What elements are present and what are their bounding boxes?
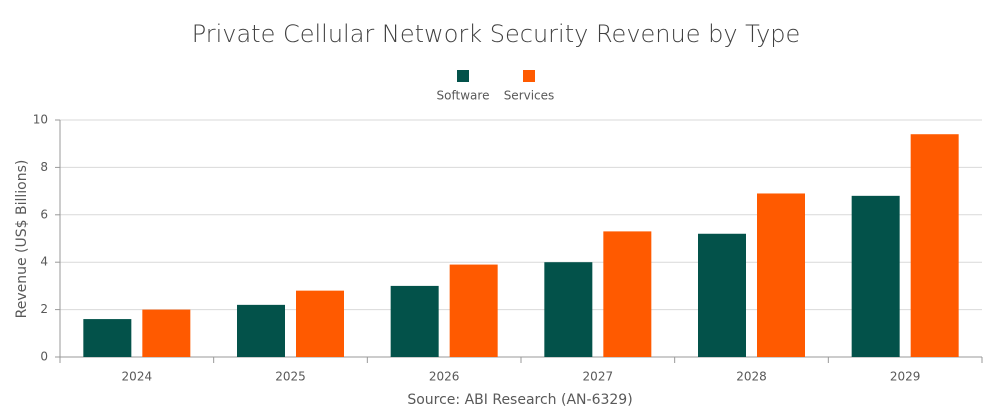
bar xyxy=(851,195,900,357)
y-tick-label: 10 xyxy=(33,113,48,127)
y-tick-label: 8 xyxy=(40,160,48,174)
legend-label: Software xyxy=(437,89,490,103)
x-tick-label: 2026 xyxy=(429,370,460,384)
bar xyxy=(296,290,344,357)
x-axis-title: Source: ABI Research (AN-6329) xyxy=(407,392,632,408)
y-axis-title: Revenue (US$ Billions) xyxy=(14,160,30,319)
chart-title: Private Cellular Network Security Revenu… xyxy=(192,20,801,48)
x-tick-label: 2027 xyxy=(583,370,614,384)
x-tick-label: 2025 xyxy=(275,370,306,384)
bar xyxy=(449,264,498,357)
y-tick-label: 6 xyxy=(40,207,48,221)
bar xyxy=(390,285,439,357)
y-tick-label: 0 xyxy=(40,350,48,364)
x-tick-label: 2024 xyxy=(122,370,153,384)
x-tick-label: 2028 xyxy=(736,370,767,384)
bar xyxy=(237,304,285,357)
bar xyxy=(544,262,593,357)
bar xyxy=(142,309,191,357)
bar xyxy=(757,193,805,357)
legend-swatch xyxy=(457,70,469,82)
y-tick-label: 4 xyxy=(40,255,48,269)
bar xyxy=(83,319,132,357)
x-tick-label: 2029 xyxy=(890,370,921,384)
bar xyxy=(698,233,746,357)
legend-label: Services xyxy=(504,89,555,103)
bar xyxy=(910,134,959,357)
bar xyxy=(603,231,652,357)
y-tick-label: 2 xyxy=(40,302,48,316)
legend-swatch xyxy=(523,70,535,82)
